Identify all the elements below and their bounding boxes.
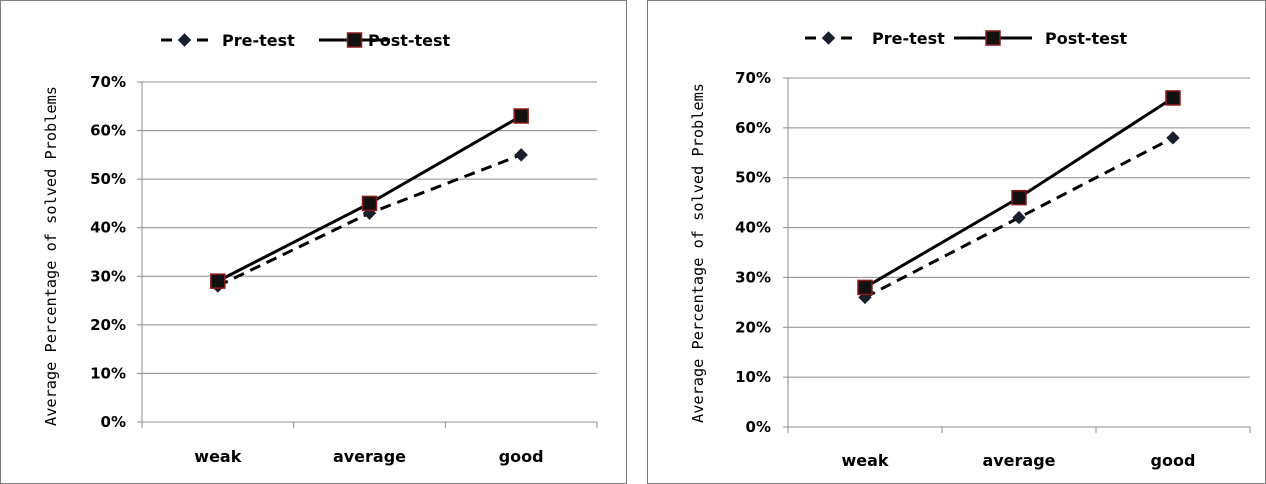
y-tick-label: 40% — [90, 219, 126, 237]
chart-panel-right: 0% 10% 20% 30% 40% 50% 60% 70% weak average good Av… — [647, 0, 1266, 484]
square-icon — [1165, 90, 1181, 106]
line-chart-left: 0% 10% 20% 30% 40% 50% 60% 70% weak average good Av… — [0, 0, 627, 484]
series-line-pre-test — [864, 136, 1174, 299]
x-category-label: good — [1151, 451, 1196, 470]
line-chart-right: 0% 10% 20% 30% 40% 50% 60% 70% weak average good Av… — [647, 0, 1266, 484]
chart-border — [647, 0, 1266, 484]
square-icon — [1011, 189, 1027, 206]
y-axis-title: Average Percentage of solved Problems — [689, 83, 707, 423]
legend-pre-test-label: Pre-test — [872, 29, 945, 48]
y-tick-label: 60% — [90, 122, 126, 140]
y-tick-label: 10% — [90, 364, 126, 382]
diamond-icon — [514, 148, 528, 162]
diamond-icon — [821, 31, 836, 45]
x-category-label: weak — [194, 447, 241, 466]
diamond-icon — [1166, 131, 1180, 145]
square-icon — [210, 273, 226, 289]
diamond-icon — [1012, 210, 1026, 225]
y-tick-label: 50% — [735, 169, 771, 187]
y-tick-label: 20% — [90, 316, 126, 334]
legend-pre-test-label: Pre-test — [222, 31, 295, 50]
y-tick-label: 70% — [735, 69, 771, 87]
y-tick-label: 30% — [90, 267, 126, 285]
y-tick-label: 60% — [735, 119, 771, 137]
diamond-icon — [177, 33, 192, 47]
square-icon — [361, 195, 378, 212]
y-axis-title: Average Percentage of solved Problems — [42, 86, 60, 426]
square-icon — [857, 279, 873, 296]
y-tick-label: 70% — [90, 73, 126, 91]
y-tick-label: 40% — [735, 219, 771, 237]
chart-border — [0, 0, 627, 484]
chart-panel-left: 0% 10% 20% 30% 40% 50% 60% 70% weak average good Av… — [0, 0, 627, 484]
x-category-label: weak — [841, 451, 888, 470]
square-icon — [513, 108, 529, 124]
y-tick-label: 50% — [90, 170, 126, 188]
x-category-label: average — [982, 451, 1055, 470]
y-tick-label: 10% — [735, 368, 771, 386]
x-category-label: average — [333, 447, 406, 466]
y-tick-label: 20% — [735, 318, 771, 336]
square-icon — [346, 32, 363, 48]
legend-post-test-label: Post-test — [1045, 29, 1128, 48]
square-icon — [985, 30, 1001, 46]
x-category-label: good — [499, 447, 544, 466]
y-tick-label: 30% — [735, 268, 771, 286]
y-tick-label: 0% — [101, 413, 126, 431]
y-tick-label: 0% — [746, 418, 771, 436]
legend-post-test-label: Post-test — [368, 31, 451, 50]
